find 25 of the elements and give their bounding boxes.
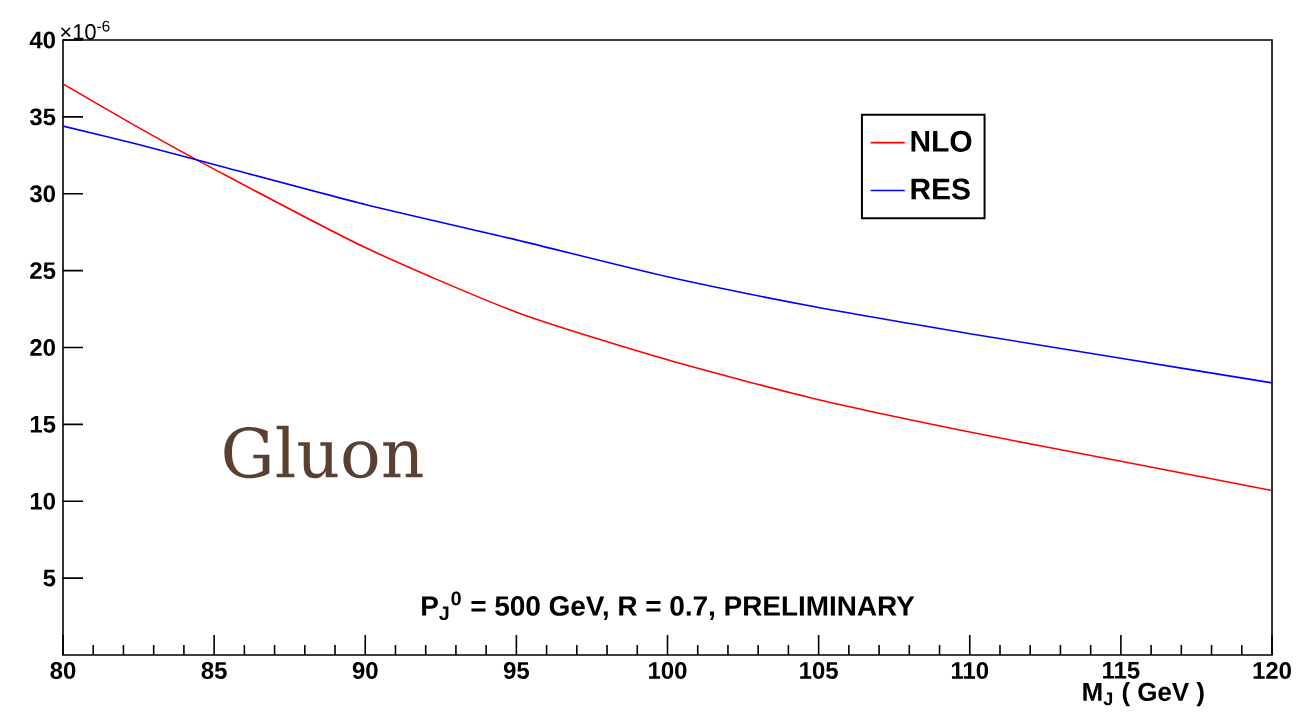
y-tick-label: 30 [29,185,55,203]
x-tick-label: 100 [649,662,687,679]
line-series [63,83,1273,492]
y-tick-label: 25 [30,262,56,280]
line-series [63,125,1273,384]
x-tick-label: 120 [1253,662,1291,679]
x-tick-label: 105 [800,662,838,679]
y-tick-label: 40 [29,31,55,49]
x-tick-label: 90 [352,662,378,679]
text: ×10$^{-6}$ [60,20,110,40]
y-tick-label: 35 [29,108,56,126]
y-tick-label: 5 [43,569,56,587]
legend-label: RES [911,178,970,200]
annotation: Gluon [224,425,423,479]
annotation: P$_{J}$$^{0}$ = 500 GeV, R = 0.7, PRELIMINARY [422,591,915,621]
x-tick-label: 115 [1103,662,1140,679]
legend-label: NLO [911,130,972,152]
x-tick-label: 95 [503,662,529,679]
x-tick-label: 110 [951,662,989,679]
y-tick-label: 20 [30,339,55,356]
x-tick-label: 80 [50,662,76,679]
x-tick-label: 85 [201,662,227,679]
x-axis-title: M$_{J}$ ( GeV ) [1083,682,1204,707]
y-tick-label: 10 [30,492,55,510]
y-tick-label: 15 [30,416,56,433]
